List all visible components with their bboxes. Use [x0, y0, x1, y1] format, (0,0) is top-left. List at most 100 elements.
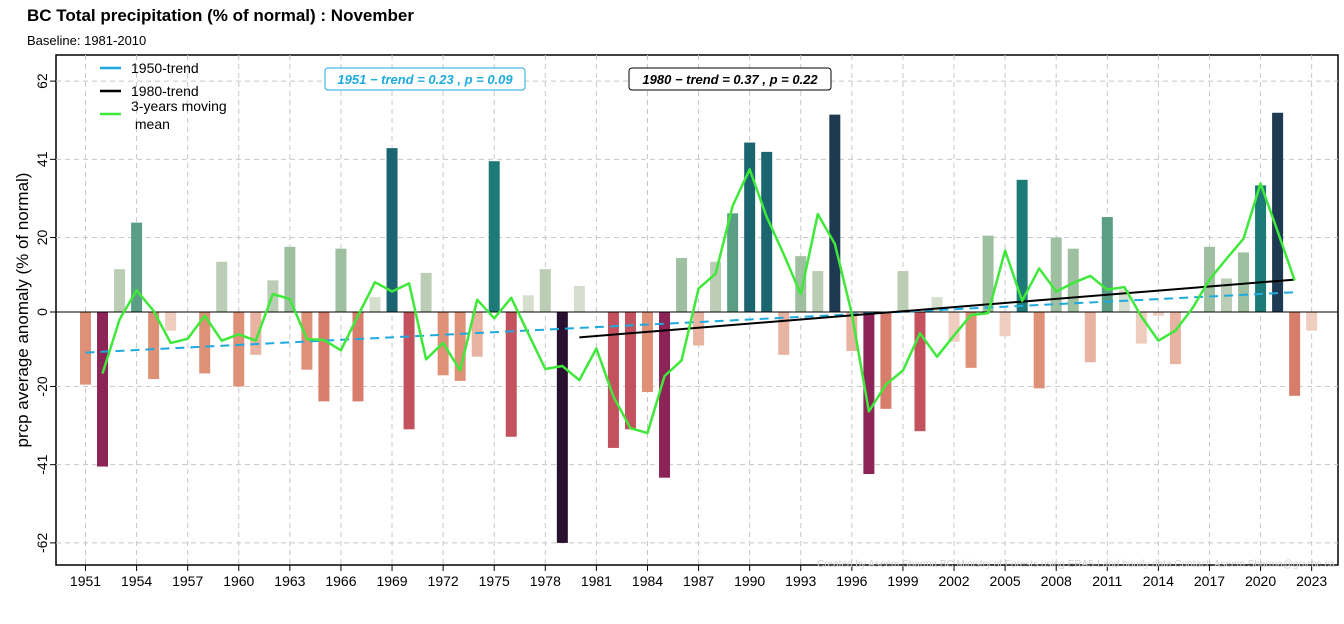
bar-1973 — [454, 312, 466, 381]
x-tick-label: 2008 — [1041, 573, 1072, 589]
bar-1987 — [693, 312, 705, 346]
bar-1952 — [97, 312, 109, 467]
y-tick-label: 0 — [34, 308, 50, 316]
bar-1998 — [880, 312, 892, 409]
x-tick-label: 1987 — [683, 573, 714, 589]
bar-1984 — [641, 312, 653, 393]
legend: 1950-trend 1980-trend 3-years moving mea… — [100, 60, 227, 132]
bar-1997 — [863, 312, 875, 474]
bar-1974 — [471, 312, 483, 357]
bar-1951 — [80, 312, 91, 385]
chart-title: BC Total precipitation (% of normal) : N… — [27, 6, 414, 25]
bar-2021 — [1272, 112, 1284, 313]
bar-1968 — [369, 297, 381, 312]
bar-1961 — [250, 312, 262, 355]
legend-label-1950: 1950-trend — [131, 60, 199, 76]
x-tick-label: 1975 — [479, 573, 510, 589]
y-tick-label: 41 — [34, 151, 50, 167]
bar-1960 — [233, 312, 245, 387]
bar-series — [80, 112, 1318, 543]
bar-1970 — [403, 312, 415, 430]
bar-1965 — [318, 312, 330, 402]
bar-1953 — [114, 269, 126, 312]
y-axis-ticks: 62 41 20 0 -20 -41 -62 — [34, 73, 56, 553]
x-tick-label: 1951 — [70, 573, 101, 589]
bar-1993 — [795, 256, 807, 312]
bar-1999 — [897, 271, 909, 312]
bar-2002 — [948, 312, 960, 342]
y-axis-label: prcp average anomaly (% of normal) — [13, 173, 32, 448]
annotation-trend-1980-text: 1980 − trend = 0.37 , p = 0.22 — [642, 72, 818, 87]
bar-2001 — [931, 297, 943, 312]
x-tick-label: 1996 — [836, 573, 867, 589]
moving-mean-line — [101, 168, 1296, 435]
bar-2015 — [1169, 312, 1181, 365]
x-tick-label: 1978 — [530, 573, 561, 589]
legend-label-moving-mean-2: mean — [131, 116, 170, 132]
bar-2005 — [999, 312, 1011, 337]
bar-2006 — [1016, 179, 1028, 312]
bar-1975 — [488, 161, 500, 312]
bar-1958 — [199, 312, 211, 374]
x-tick-label: 1954 — [121, 573, 152, 589]
bar-2000 — [914, 312, 926, 432]
annotation-trend-1951-text: 1951 − trend = 0.23 , p = 0.09 — [337, 72, 513, 87]
x-tick-label: 2017 — [1194, 573, 1225, 589]
x-tick-label: 1984 — [632, 573, 663, 589]
x-axis-ticks: 1951 1954 1957 1960 1963 1966 1969 1972 1975 1978… — [70, 565, 1327, 589]
y-tick-label: 62 — [34, 73, 50, 89]
bar-1990 — [744, 142, 756, 312]
bar-2008 — [1050, 237, 1062, 312]
x-tick-label: 2020 — [1245, 573, 1276, 589]
y-tick-label: -41 — [34, 454, 50, 474]
bar-2003 — [965, 312, 977, 368]
bar-1986 — [676, 258, 688, 312]
bar-2011 — [1101, 217, 1113, 312]
bar-1988 — [710, 261, 722, 312]
x-tick-label: 1972 — [428, 573, 459, 589]
watermark-text: Created by Aseem Sharma BC Ministry of F… — [817, 559, 1335, 570]
bar-1983 — [624, 312, 636, 430]
x-tick-label: 1999 — [887, 573, 918, 589]
bar-1995 — [829, 114, 841, 312]
bar-2022 — [1289, 312, 1301, 396]
x-tick-label: 1963 — [274, 573, 305, 589]
x-tick-label: 2005 — [990, 573, 1021, 589]
x-tick-label: 1990 — [734, 573, 765, 589]
bar-2009 — [1067, 248, 1079, 312]
y-tick-label: -62 — [34, 533, 50, 553]
bar-1966 — [335, 248, 347, 312]
bar-1969 — [386, 148, 398, 312]
bar-2010 — [1084, 312, 1096, 363]
bar-2014 — [1152, 312, 1164, 316]
bar-1982 — [607, 312, 619, 448]
bar-2019 — [1238, 252, 1250, 312]
x-tick-label: 2002 — [938, 573, 969, 589]
x-tick-label: 2011 — [1092, 573, 1122, 589]
bar-1991 — [761, 151, 773, 312]
bar-1976 — [505, 312, 517, 437]
legend-label-1980: 1980-trend — [131, 83, 199, 99]
bar-1964 — [301, 312, 313, 370]
y-tick-label: 20 — [34, 230, 50, 246]
bar-1954 — [131, 222, 143, 312]
plot-frame — [55, 54, 1339, 566]
x-tick-label: 1960 — [223, 573, 254, 589]
trend-1980-line — [579, 278, 1295, 339]
x-tick-label: 2014 — [1143, 573, 1174, 589]
bar-1978 — [539, 269, 551, 312]
x-tick-label: 1957 — [172, 573, 203, 589]
x-tick-label: 2023 — [1296, 573, 1327, 589]
annotation-trend-1980: 1980 − trend = 0.37 , p = 0.22 — [628, 67, 832, 91]
y-tick-label: -20 — [34, 376, 50, 396]
x-tick-label: 1981 — [581, 573, 612, 589]
bar-1963 — [284, 246, 296, 312]
chart-subtitle: Baseline: 1981-2010 — [27, 33, 147, 48]
bar-1977 — [522, 295, 534, 312]
bar-1992 — [778, 312, 790, 355]
bar-1985 — [659, 312, 671, 478]
bar-2023 — [1306, 312, 1318, 331]
bar-1971 — [420, 272, 432, 312]
bar-1989 — [727, 213, 739, 312]
